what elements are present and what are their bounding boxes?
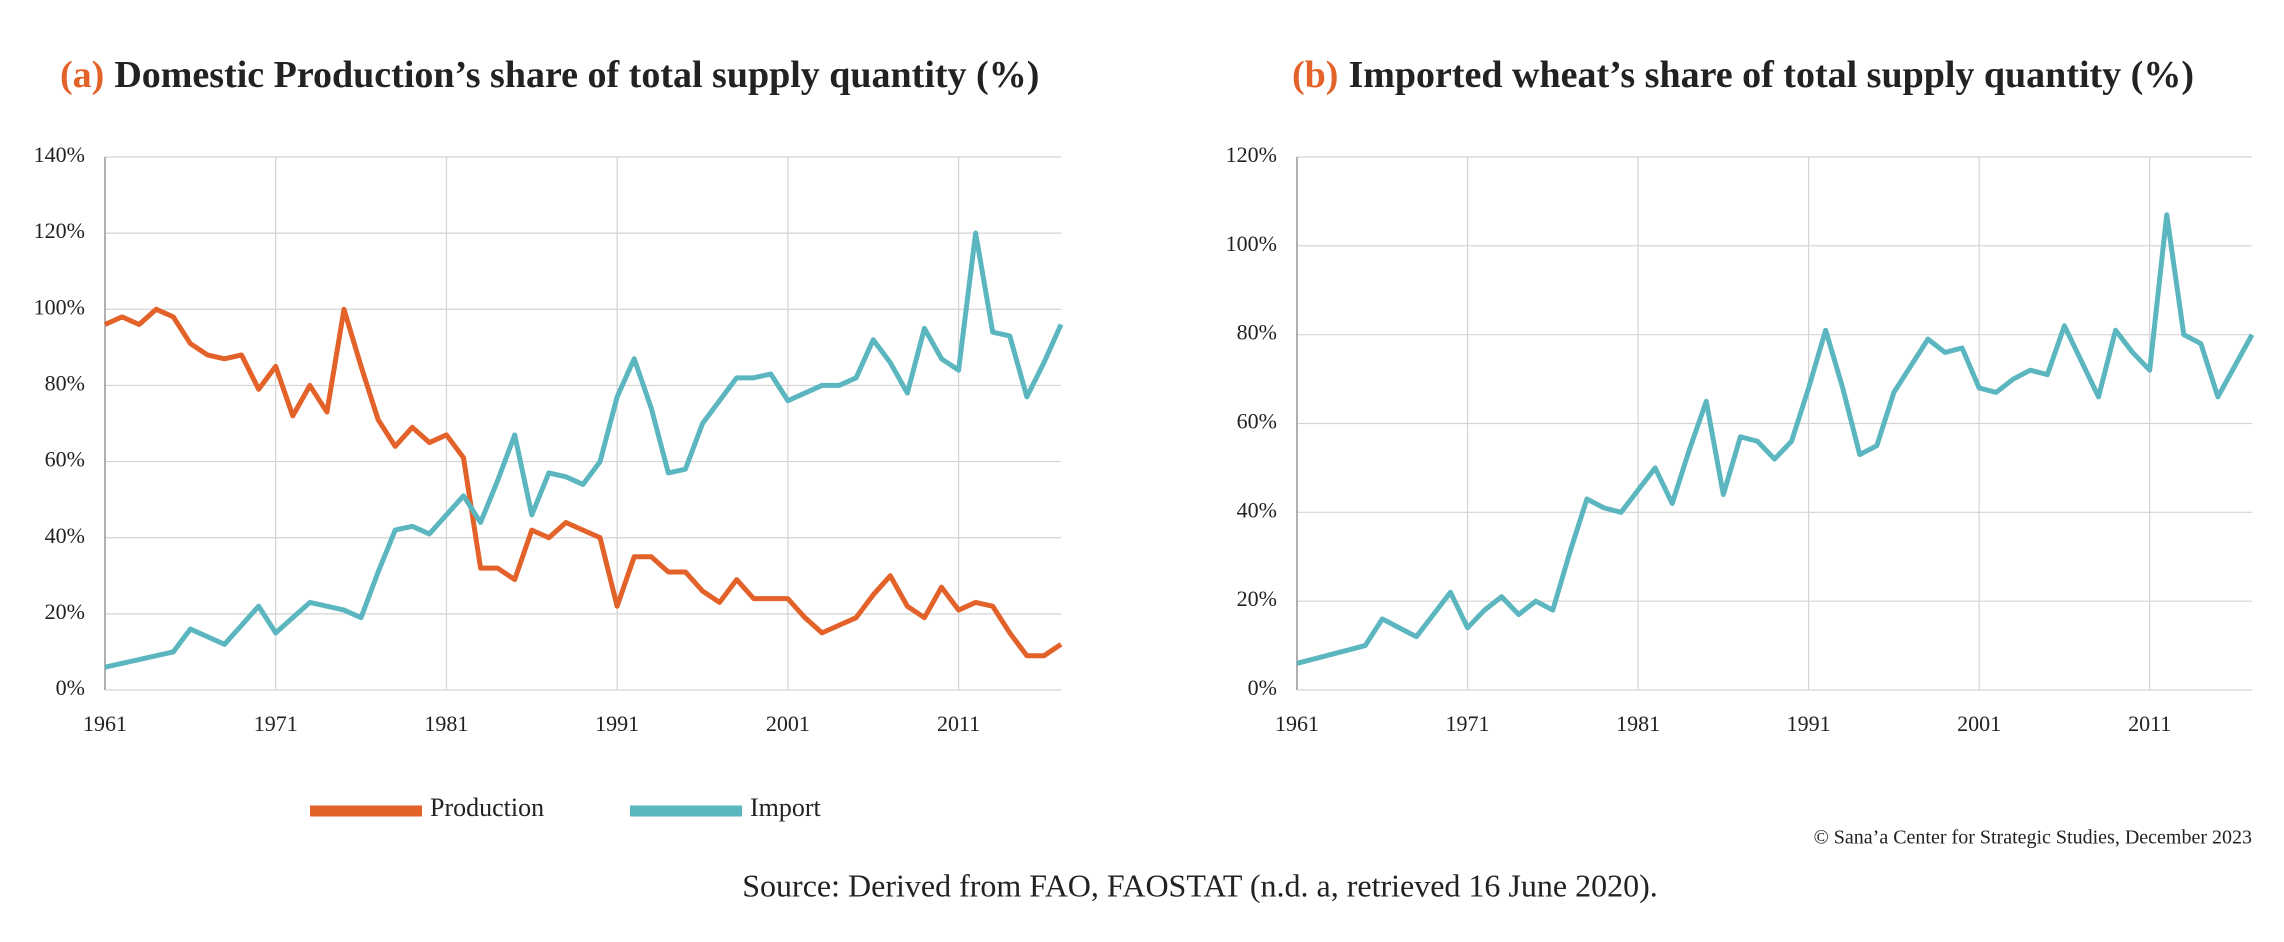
x-tick-label: 1991 <box>595 711 639 736</box>
y-tick-label: 80% <box>1237 320 1277 345</box>
x-tick-label: 2011 <box>2128 711 2171 736</box>
y-tick-label: 120% <box>34 218 85 243</box>
chart-title: (b) Imported wheat’s share of total suppl… <box>1292 54 2194 96</box>
y-tick-label: 20% <box>45 599 85 624</box>
series-line <box>104 230 1064 670</box>
y-tick-label: 120% <box>1226 142 1277 167</box>
chart-title: (a) Domestic Production’s share of total … <box>60 54 1039 96</box>
x-tick-label: 2001 <box>1957 711 2001 736</box>
legend-label: Production <box>430 793 544 822</box>
series-line <box>1296 212 2255 666</box>
x-tick-label: 1981 <box>1616 711 1660 736</box>
x-tick-label: 1981 <box>424 711 468 736</box>
panel-label: (a) <box>60 54 104 96</box>
x-tick-label: 2011 <box>937 711 980 736</box>
x-tick-label: 1991 <box>1787 711 1831 736</box>
panel-label: (b) <box>1292 54 1338 96</box>
x-tick-label: 1961 <box>83 711 127 736</box>
y-tick-label: 100% <box>1226 231 1277 256</box>
title-text: Imported wheat’s share of total supply q… <box>1348 54 2194 96</box>
x-tick-label: 1961 <box>1275 711 1319 736</box>
title-text: Domestic Production’s share of total sup… <box>114 54 1039 96</box>
x-tick-label: 2001 <box>766 711 810 736</box>
y-tick-label: 80% <box>45 370 85 395</box>
credit: © Sana’a Center for Strategic Studies, D… <box>1814 827 2252 849</box>
y-tick-label: 0% <box>56 675 85 700</box>
y-tick-label: 100% <box>34 294 85 319</box>
y-tick-label: 0% <box>1248 675 1277 700</box>
y-tick-label: 60% <box>1237 409 1277 434</box>
source: Source: Derived from FAO, FAOSTAT (n.d. … <box>742 867 1657 903</box>
y-tick-label: 40% <box>1237 497 1277 522</box>
y-tick-label: 60% <box>45 447 85 472</box>
x-tick-label: 1971 <box>254 711 298 736</box>
y-tick-label: 20% <box>1237 586 1277 611</box>
y-tick-label: 140% <box>34 142 85 167</box>
series-line <box>103 306 1063 659</box>
x-tick-label: 1971 <box>1446 711 1490 736</box>
legend-label: Import <box>750 793 822 822</box>
y-tick-label: 40% <box>45 523 85 548</box>
